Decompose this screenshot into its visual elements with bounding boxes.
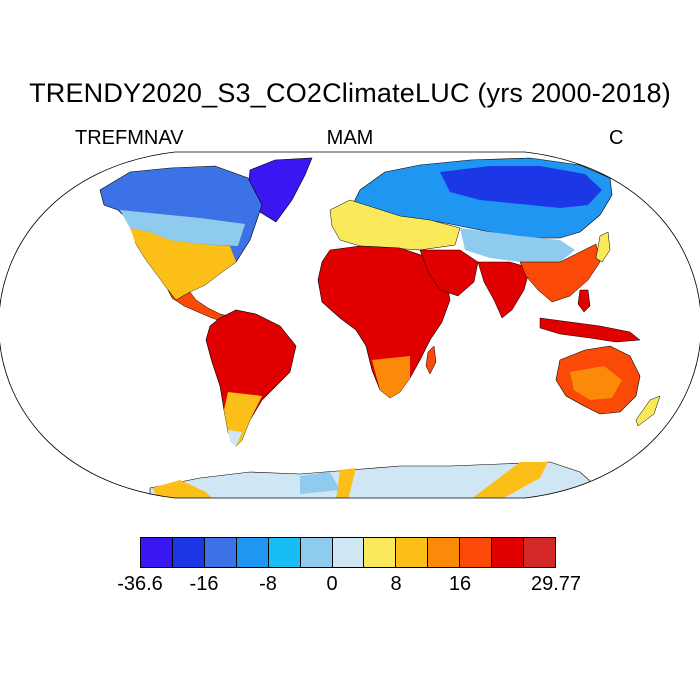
season-label: MAM	[326, 127, 374, 149]
colorbar-tick-label: 0	[326, 573, 338, 595]
colorbar-box	[172, 538, 205, 567]
colorbar-box	[396, 538, 429, 567]
colorbar-box	[332, 538, 365, 567]
central-asia	[460, 228, 575, 262]
antarctica-warm-wedge-2	[336, 468, 356, 498]
colorbar-tick-label: 29.77	[530, 573, 582, 595]
map-title: TRENDY2020_S3_CO2ClimateLUC (yrs 2000-20…	[29, 78, 671, 108]
south-america	[205, 309, 297, 447]
colorbar-box	[364, 538, 397, 567]
new-zealand	[635, 395, 661, 427]
colorbar-box	[460, 538, 493, 567]
north-america-mid-band	[120, 210, 245, 246]
colorbar-box	[141, 538, 173, 567]
colorbar-tick-label: -16	[189, 573, 219, 595]
madagascar	[425, 345, 437, 375]
india	[477, 261, 531, 319]
units-label: C	[609, 127, 624, 149]
colorbar	[140, 537, 556, 568]
japan	[595, 231, 611, 263]
colorbar-box	[268, 538, 301, 567]
colorbar-tick-label: -36.6	[117, 573, 163, 595]
colorbar-box	[492, 538, 525, 567]
middle-east	[419, 249, 479, 297]
europe-south	[329, 199, 461, 251]
colorbar-tick-label: 8	[390, 573, 402, 595]
variable-label: TREFMNAV	[75, 127, 184, 149]
antarctica-warm-wedge-1	[152, 480, 214, 498]
antarctica-warm-wedge-3	[470, 462, 548, 498]
colorbar-box	[236, 538, 269, 567]
philippines	[577, 289, 591, 313]
indonesia	[539, 317, 641, 343]
east-asia	[519, 243, 601, 303]
colorbar-tick-label: -8	[259, 573, 277, 595]
south-america-tip	[228, 430, 242, 446]
eurasia-cold-core	[440, 166, 602, 208]
australia-interior	[570, 366, 622, 400]
north-america-south-band	[130, 228, 236, 300]
land-layer	[99, 157, 661, 498]
antarctica-cool-patch	[300, 472, 340, 494]
africa-south	[372, 356, 410, 398]
colorbar-box	[204, 538, 237, 567]
colorbar-box	[428, 538, 461, 567]
colorbar-box	[300, 538, 333, 567]
map-frame	[0, 151, 700, 499]
colorbar-box	[524, 538, 555, 567]
colorbar-tick-label: 16	[448, 573, 472, 595]
